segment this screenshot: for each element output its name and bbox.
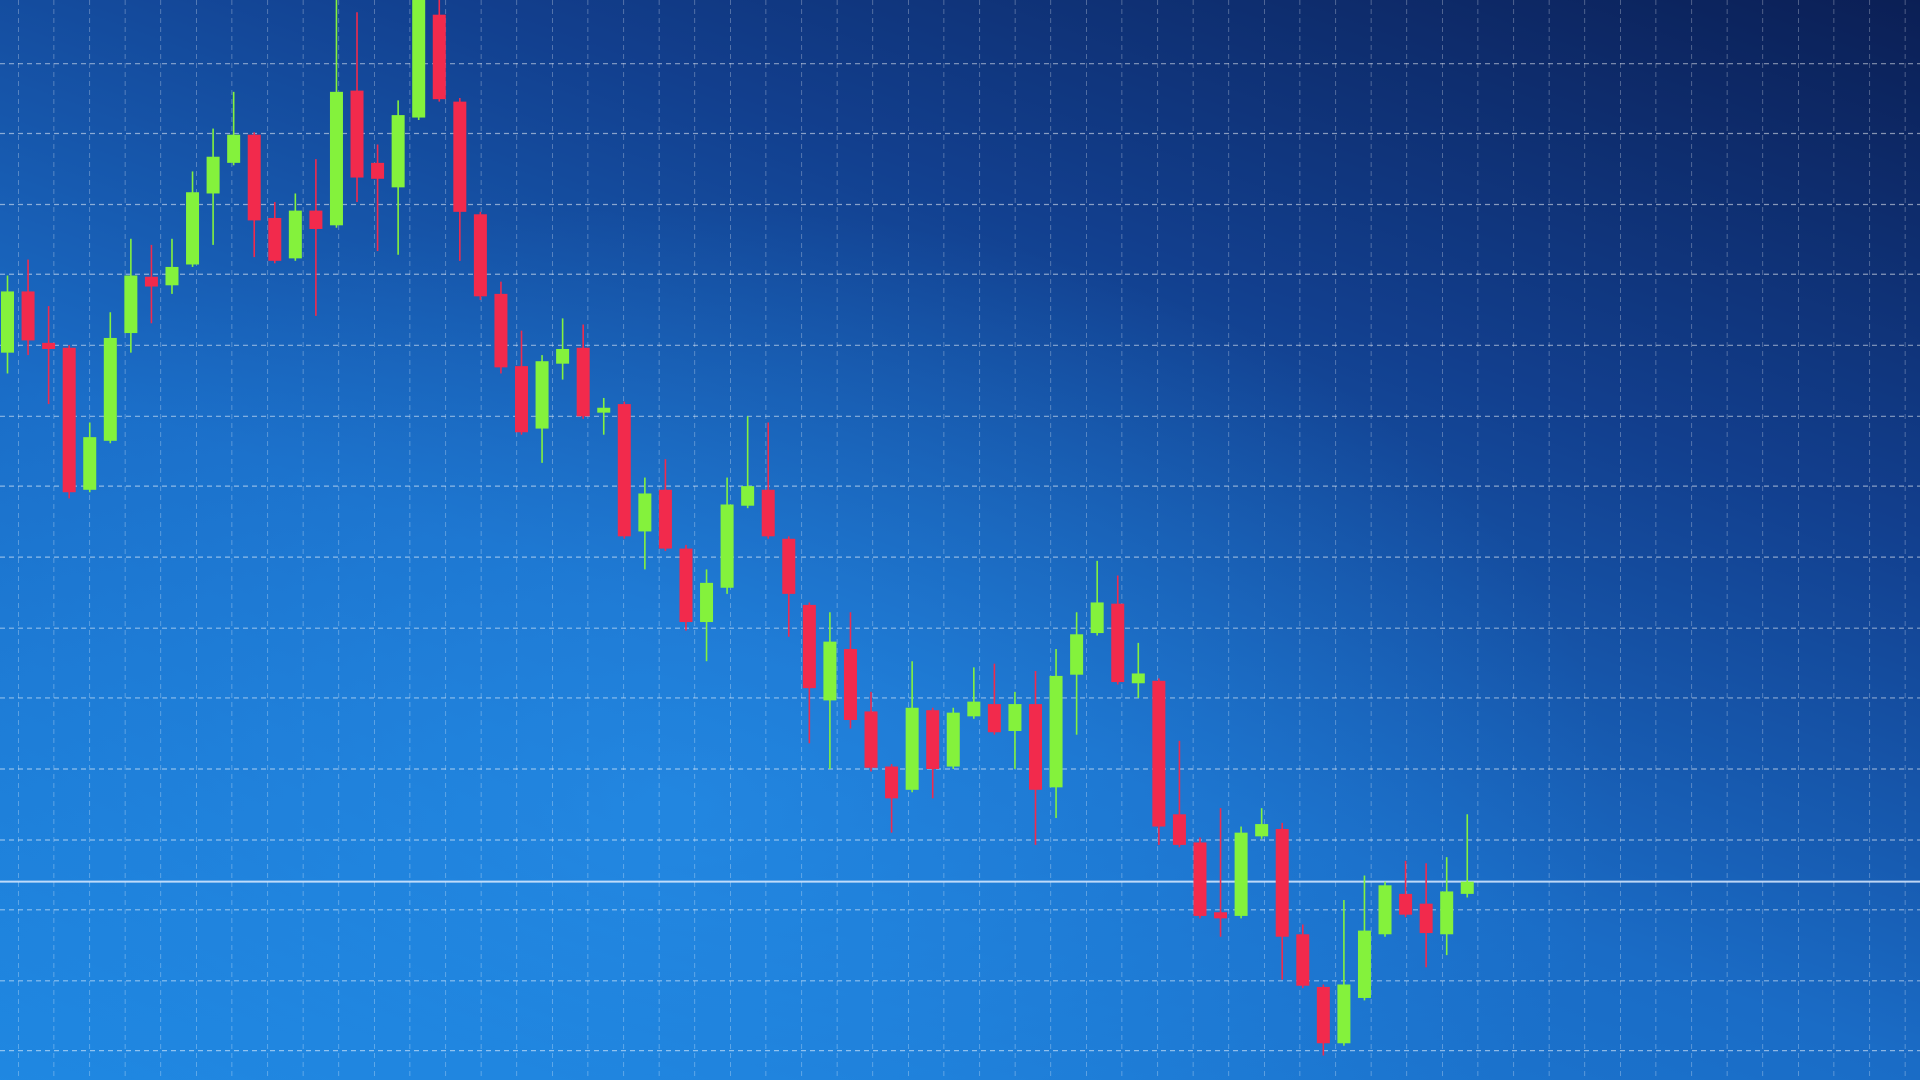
- candle-body: [1172, 814, 1186, 845]
- candle-body: [905, 707, 919, 790]
- candle-body: [144, 276, 158, 287]
- candle-body: [329, 91, 343, 226]
- candle-body: [1193, 842, 1207, 916]
- candle-body: [658, 489, 672, 549]
- candle-body: [1, 291, 14, 353]
- candle-body: [1460, 881, 1474, 894]
- candle-body: [309, 210, 323, 229]
- candle-body: [165, 266, 179, 286]
- candle-body: [83, 437, 97, 490]
- plot: [0, 0, 1920, 1056]
- candle-body: [1090, 602, 1104, 634]
- candle-body: [103, 337, 117, 441]
- candle-body: [62, 347, 76, 493]
- candle-body: [1378, 885, 1392, 935]
- candle-body: [967, 701, 981, 717]
- candle-body: [1049, 675, 1063, 788]
- candle-body: [761, 489, 775, 537]
- candle-body: [556, 348, 570, 364]
- candle-body: [987, 704, 1001, 733]
- candle-body: [1275, 828, 1289, 937]
- candle-body: [515, 366, 528, 433]
- candle-body: [350, 90, 364, 178]
- candle-body: [1008, 704, 1022, 732]
- candle-body: [288, 210, 302, 259]
- candle-body: [371, 162, 385, 179]
- candle-body: [1419, 903, 1433, 934]
- candle-body: [1029, 704, 1042, 790]
- candle-body: [1234, 832, 1248, 916]
- candle-body: [576, 347, 590, 417]
- candle-body: [782, 538, 796, 594]
- candle-body: [823, 641, 837, 701]
- candle-body: [494, 293, 508, 368]
- candle-body: [21, 291, 35, 341]
- candle-body: [1440, 891, 1454, 935]
- candle-body: [700, 582, 714, 623]
- candle-body: [227, 134, 241, 163]
- candle-body: [679, 548, 693, 623]
- candle-body: [638, 493, 652, 532]
- candle-body: [391, 115, 405, 188]
- candle-body: [432, 14, 446, 100]
- candle-body: [1214, 912, 1228, 919]
- candle-body: [42, 342, 56, 349]
- candle-body: [268, 217, 282, 261]
- candle-body: [802, 604, 816, 689]
- candle-body: [597, 407, 611, 413]
- candle-body: [1152, 680, 1166, 827]
- candle-body: [453, 101, 467, 212]
- candle-body: [1255, 824, 1269, 837]
- candle-body: [1070, 634, 1084, 675]
- candle-body: [186, 192, 200, 265]
- candle-body: [535, 361, 549, 429]
- candle-body: [1131, 673, 1145, 684]
- candle-body: [946, 712, 960, 767]
- candle-body: [864, 711, 878, 768]
- candle-body: [1111, 603, 1125, 683]
- candle-body: [617, 404, 631, 537]
- candle-body: [1316, 986, 1330, 1044]
- candle-body: [741, 486, 755, 506]
- candle-body: [473, 214, 487, 297]
- candle-body: [412, 0, 426, 118]
- candle-body: [926, 710, 940, 769]
- candle-body: [1296, 934, 1310, 986]
- candle-body: [206, 156, 220, 194]
- candle-body: [720, 504, 734, 588]
- candle-body: [247, 134, 261, 221]
- candle-body: [885, 766, 899, 799]
- candle-body: [124, 275, 138, 334]
- candle-body: [1357, 930, 1371, 998]
- candle-body: [843, 648, 857, 720]
- candle-body: [1337, 984, 1351, 1044]
- candle-body: [1399, 893, 1413, 915]
